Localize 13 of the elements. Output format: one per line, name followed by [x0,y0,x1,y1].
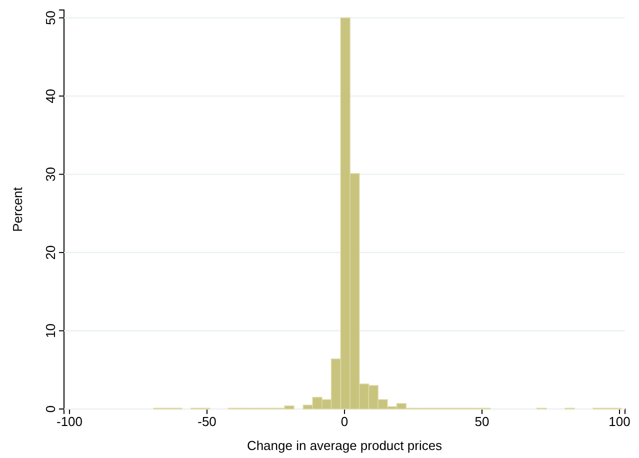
y-tick-label: 0 [43,405,58,413]
x-tick-label: -100 [56,414,83,430]
x-axis-title: Change in average product prices [246,438,443,453]
y-axis-title: Percent [10,186,25,232]
y-tick-label: 30 [43,167,58,182]
y-tick-label: 40 [43,88,58,104]
y-tick-label: 50 [43,10,58,26]
y-tick-label: 20 [43,245,58,260]
x-tick-label: 100 [608,414,630,430]
x-tick-label: -50 [198,414,216,430]
x-tick-label: 50 [474,414,490,430]
x-tick-label: 0 [340,414,348,430]
y-tick-label: 10 [43,324,58,338]
